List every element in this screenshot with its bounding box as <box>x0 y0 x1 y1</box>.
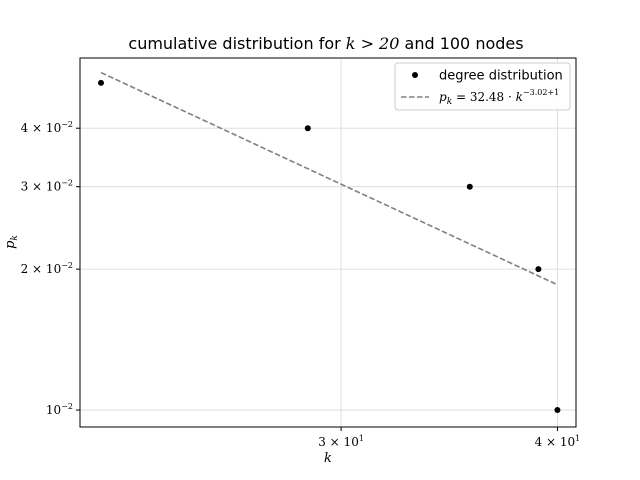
ticks: 3 × 101 4 × 101 10−2 2 × 10−2 3 × 10−2 4 × 10… <box>21 120 581 449</box>
series <box>97 71 561 414</box>
legend-marker-points <box>412 72 418 78</box>
data-point <box>554 407 561 414</box>
y-tick-label: 2 × 10−2 <box>21 261 73 276</box>
data-point <box>466 183 473 190</box>
x-axis-label: k <box>324 451 332 466</box>
legend: degree distribution pk = 32.48 · k−3.02+… <box>394 62 571 111</box>
legend-fit-rhs: = 32.48 · <box>452 90 515 104</box>
data-point <box>304 125 311 132</box>
y-tick-label: 3 × 10−2 <box>21 179 73 194</box>
y-axis-label: pk <box>3 235 20 249</box>
x-tick-label: 4 × 101 <box>535 434 581 449</box>
legend-label-points: degree distribution <box>439 69 563 84</box>
y-tick-label: 10−2 <box>46 402 73 417</box>
legend-fit-exp: −3.02+1 <box>523 88 559 97</box>
legend-fit-lhs: p <box>439 90 447 104</box>
legend-label-fit: pk = 32.48 · k−3.02+1 <box>439 88 559 107</box>
chart-title-prefix: cumulative distribution for <box>128 34 345 53</box>
legend-box <box>394 62 571 111</box>
chart-title: cumulative distribution for k > 20 and 1… <box>128 34 523 53</box>
data-point <box>97 79 104 86</box>
y-tick-label: 4 × 10−2 <box>21 120 73 135</box>
fit-line <box>100 71 556 285</box>
legend-fit-sub: k <box>447 97 452 107</box>
legend-fit-base: k <box>516 90 523 104</box>
x-tick-label: 3 × 101 <box>318 434 364 449</box>
grid <box>80 58 576 427</box>
plot-frame <box>79 57 577 428</box>
data-point <box>535 266 542 273</box>
chart-title-math: k > 20 <box>346 34 400 53</box>
chart-title-suffix: and 100 nodes <box>399 34 523 53</box>
